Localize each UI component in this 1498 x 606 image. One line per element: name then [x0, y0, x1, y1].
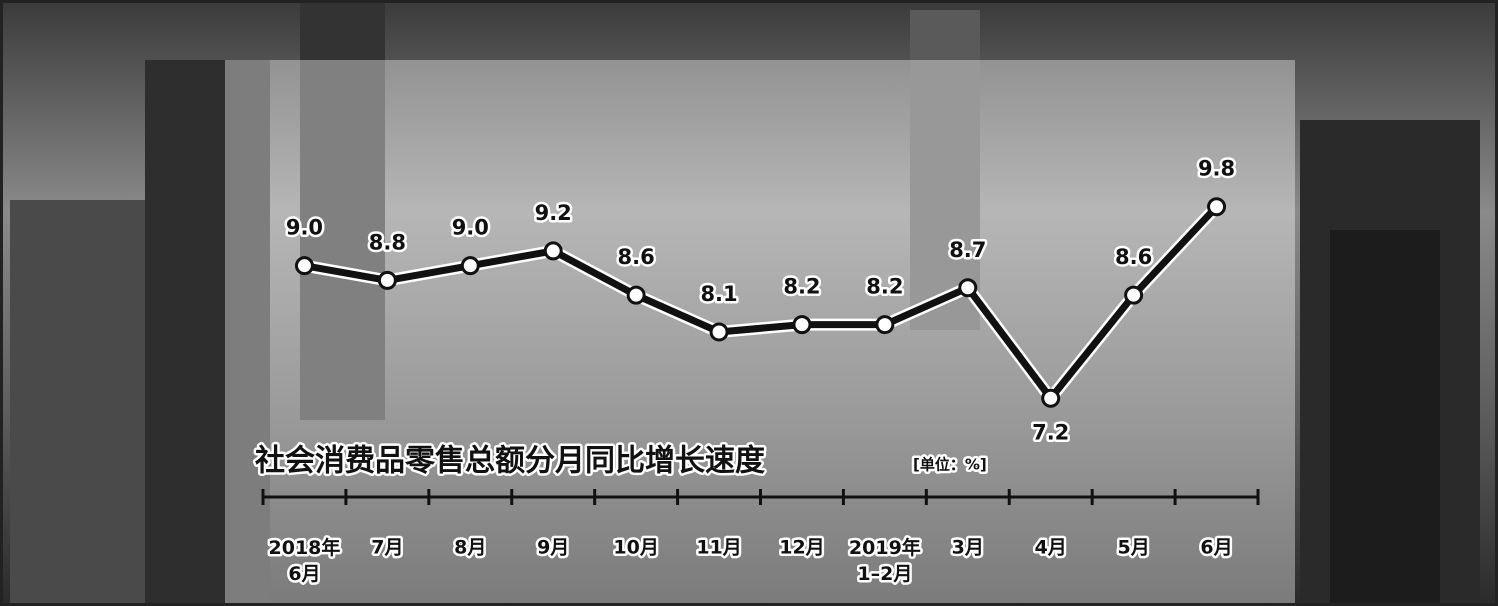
value-label: 8.6	[618, 245, 655, 269]
x-tick-label: 3月	[952, 537, 984, 559]
x-tick-label: 7月	[371, 537, 403, 559]
point	[377, 270, 397, 290]
chart-title: 社会消费品零售总额分月同比增长速度	[255, 444, 765, 479]
value-label: 9.0	[286, 216, 323, 240]
point	[1207, 197, 1227, 217]
x-tick-label: 10月	[613, 537, 658, 559]
value-label: 8.7	[949, 238, 986, 262]
line	[303, 204, 1220, 402]
x-tick-label: 11月	[696, 537, 741, 559]
x-tick-label: 2019年 1–2月	[849, 536, 921, 585]
value-label: 9.8	[1198, 157, 1235, 181]
value-label: 8.2	[866, 275, 903, 299]
value-label: 9.2	[535, 201, 572, 225]
value-label: 9.0	[452, 216, 489, 240]
x-tick-label: 6月	[1200, 537, 1232, 559]
unit-label: [单位：%]	[913, 456, 987, 474]
point	[626, 285, 646, 305]
point	[294, 256, 314, 276]
x-tick-label: 8月	[454, 537, 486, 559]
point	[709, 322, 729, 342]
x-tick-label: 9月	[537, 537, 569, 559]
point	[1124, 285, 1144, 305]
point	[543, 241, 563, 261]
x-tick-label: 5月	[1118, 537, 1150, 559]
point	[460, 256, 480, 276]
x-tick-label: 4月	[1035, 537, 1067, 559]
x-tick-label: 2018年 6月	[269, 536, 341, 585]
x-tick-label: 12月	[779, 537, 824, 559]
point	[875, 315, 895, 335]
value-label: 8.6	[1115, 245, 1152, 269]
value-label: 7.2	[1032, 420, 1069, 444]
point	[792, 315, 812, 335]
point	[1041, 388, 1061, 408]
point	[958, 278, 978, 298]
value-label: 8.2	[783, 275, 820, 299]
value-label: 8.1	[700, 282, 737, 306]
value-label: 8.8	[369, 230, 406, 254]
